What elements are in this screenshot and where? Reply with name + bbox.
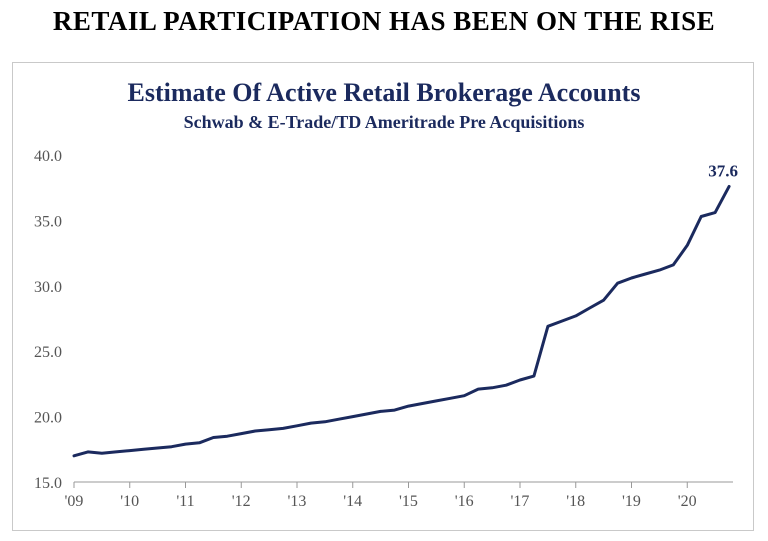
x-tick-label: '17 — [511, 493, 530, 510]
tick-labels: '09 '10 '11 '12 '13 '14 '15 '16 '17 '18 '19 '20 15.0… — [34, 148, 697, 510]
x-tick-label: '09 — [65, 493, 84, 510]
chart-subtitle: Schwab & E-Trade/TD Ameritrade Pre Acqui… — [183, 112, 585, 132]
y-tick-label: 40.0 — [34, 148, 62, 165]
series-layer — [72, 184, 731, 458]
y-tick-label: 35.0 — [34, 213, 62, 230]
x-tick-label: '14 — [343, 493, 362, 510]
page-heading: RETAIL PARTICIPATION HAS BEEN ON THE RIS… — [52, 6, 716, 36]
chart-title: Estimate Of Active Retail Brokerage Acco… — [127, 78, 641, 107]
x-tick-label: '18 — [566, 493, 585, 510]
x-tick-label: '10 — [120, 493, 139, 510]
x-tick-label: '11 — [176, 493, 194, 510]
x-tick-label: '15 — [399, 493, 418, 510]
axes — [73, 481, 733, 488]
x-tick-label: '12 — [232, 493, 251, 510]
x-tick-label: '16 — [455, 493, 474, 510]
y-tick-label: 25.0 — [34, 344, 62, 361]
x-tick-label: '13 — [288, 493, 307, 510]
x-tick-label: '19 — [622, 493, 641, 510]
series-line — [72, 184, 731, 458]
x-tick-label: '20 — [678, 493, 697, 510]
end-value-label: 37.6 — [708, 161, 738, 180]
y-tick-label: 20.0 — [34, 410, 62, 427]
chart-panel — [12, 62, 754, 531]
y-tick-label: 30.0 — [34, 279, 62, 296]
y-tick-label: 15.0 — [34, 475, 62, 492]
data-labels: 37.6 — [708, 161, 738, 180]
